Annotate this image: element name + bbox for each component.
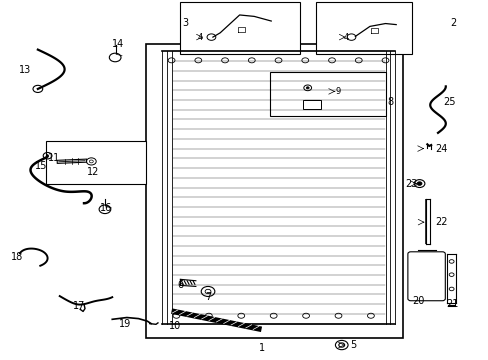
Text: 6: 6 xyxy=(177,280,183,291)
Text: 20: 20 xyxy=(411,296,424,306)
Bar xyxy=(316,2,411,54)
Text: 3: 3 xyxy=(182,18,188,28)
Text: 21: 21 xyxy=(446,299,458,309)
Circle shape xyxy=(416,182,421,185)
Text: 15: 15 xyxy=(35,161,47,171)
Text: 11: 11 xyxy=(48,153,60,163)
Text: 25: 25 xyxy=(443,97,455,107)
Text: 1: 1 xyxy=(258,343,264,353)
Text: 13: 13 xyxy=(19,65,31,75)
Text: 12: 12 xyxy=(86,167,99,177)
Bar xyxy=(46,141,146,184)
Text: 9: 9 xyxy=(335,87,340,96)
Text: 17: 17 xyxy=(73,301,85,311)
Text: 4: 4 xyxy=(198,33,203,42)
Text: 5: 5 xyxy=(349,340,356,350)
Text: 7: 7 xyxy=(205,292,211,302)
Bar xyxy=(146,44,402,338)
Text: 14: 14 xyxy=(112,39,124,49)
Text: 8: 8 xyxy=(386,97,393,107)
Text: 24: 24 xyxy=(434,144,447,154)
Text: 2: 2 xyxy=(449,18,456,28)
Text: 19: 19 xyxy=(119,319,131,329)
Text: 10: 10 xyxy=(169,321,181,331)
Bar xyxy=(302,100,321,109)
Bar xyxy=(180,2,300,54)
Text: 16: 16 xyxy=(100,203,112,213)
Text: 4: 4 xyxy=(343,33,348,42)
Text: 22: 22 xyxy=(434,217,447,227)
Circle shape xyxy=(305,87,308,89)
Text: 23: 23 xyxy=(404,179,417,189)
Text: 18: 18 xyxy=(11,252,23,262)
Bar xyxy=(269,72,386,116)
FancyBboxPatch shape xyxy=(407,252,445,301)
